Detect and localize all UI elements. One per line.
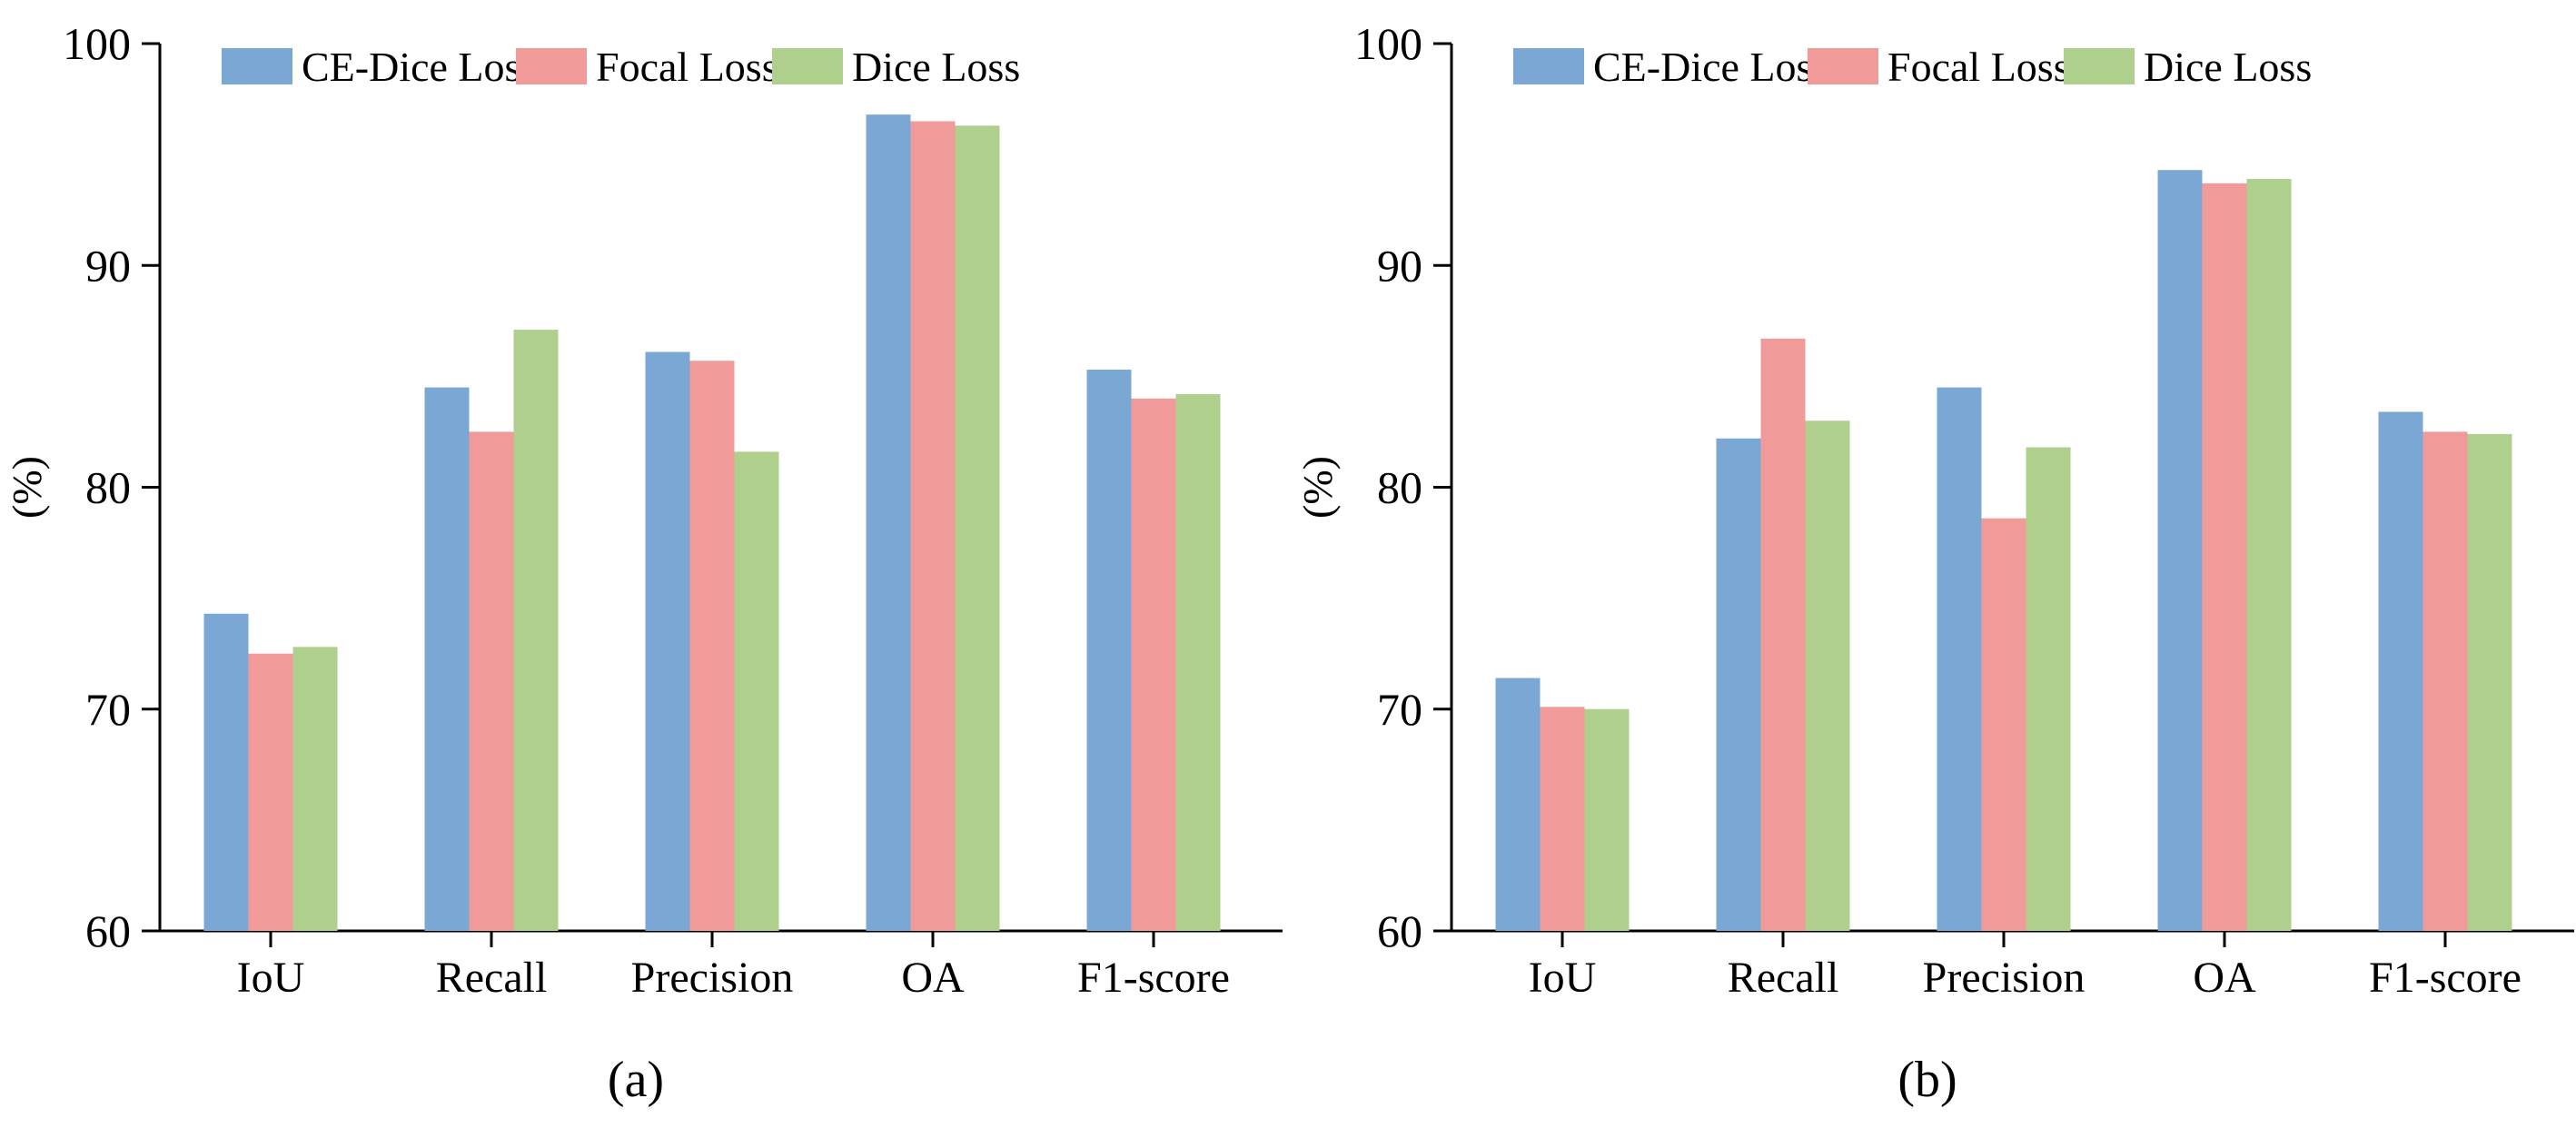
y-tick-label-a-80: 80 bbox=[85, 462, 131, 513]
category-label-b-precision: Precision bbox=[1923, 954, 2086, 1002]
y-tick-label-a-90: 90 bbox=[85, 240, 131, 291]
bar-b-ce-dice-loss-recall bbox=[1716, 438, 1761, 931]
legend-label-b-2: Dice Loss bbox=[2144, 44, 2312, 90]
bar-b-dice-loss-recall bbox=[1805, 421, 1850, 932]
bar-a-focal-loss-precision bbox=[689, 361, 735, 932]
bar-b-focal-loss-recall bbox=[1760, 338, 1806, 931]
category-label-a-f1-score: F1-score bbox=[1077, 954, 1230, 1002]
legend-blue-swatch-b bbox=[1513, 48, 1584, 84]
legend-pink-swatch-b bbox=[1808, 48, 1878, 84]
y-tick-label-b-80: 80 bbox=[1377, 462, 1422, 513]
bar-b-ce-dice-loss-iou bbox=[1495, 678, 1541, 931]
bar-b-ce-dice-loss-f1-score bbox=[2378, 411, 2423, 932]
bar-a-dice-loss-recall bbox=[513, 330, 559, 931]
bar-a-ce-dice-loss-f1-score bbox=[1086, 370, 1132, 931]
bar-a-dice-loss-precision bbox=[734, 451, 779, 931]
y-axis-title-b: (%) bbox=[1294, 456, 1341, 519]
bar-a-ce-dice-loss-precision bbox=[645, 351, 690, 931]
bar-b-dice-loss-precision bbox=[2026, 447, 2071, 931]
bar-b-focal-loss-iou bbox=[1540, 707, 1585, 931]
legend-blue-swatch-a bbox=[222, 48, 292, 84]
legend-label-a-2: Dice Loss bbox=[852, 44, 1020, 90]
bar-a-ce-dice-loss-iou bbox=[203, 613, 249, 931]
category-label-b-oa: OA bbox=[2193, 954, 2256, 1002]
y-tick-label-b-100: 100 bbox=[1354, 18, 1422, 69]
bar-b-focal-loss-oa bbox=[2202, 183, 2247, 931]
bar-b-dice-loss-iou bbox=[1584, 708, 1630, 931]
category-label-a-iou: IoU bbox=[237, 954, 305, 1002]
bar-b-dice-loss-f1-score bbox=[2467, 433, 2512, 931]
legend-green-swatch-b bbox=[2064, 48, 2135, 84]
bar-a-ce-dice-loss-recall bbox=[424, 387, 470, 931]
bar-a-focal-loss-iou bbox=[248, 653, 293, 931]
bar-b-focal-loss-f1-score bbox=[2422, 431, 2468, 931]
panel-caption-b: (b) bbox=[1897, 1052, 1957, 1108]
legend-pink-swatch-a bbox=[516, 48, 587, 84]
bar-a-focal-loss-f1-score bbox=[1131, 398, 1176, 931]
bar-b-ce-dice-loss-oa bbox=[2157, 170, 2203, 931]
legend-label-b-1: Focal Loss bbox=[1887, 44, 2070, 90]
bar-a-dice-loss-oa bbox=[955, 125, 1000, 931]
category-label-a-recall: Recall bbox=[436, 954, 548, 1002]
legend-label-b-0: CE-Dice Loss bbox=[1593, 44, 1828, 90]
bar-a-dice-loss-iou bbox=[292, 647, 338, 931]
category-label-b-iou: IoU bbox=[1529, 954, 1597, 1002]
legend-label-a-0: CE-Dice Loss bbox=[302, 44, 537, 90]
bar-a-dice-loss-f1-score bbox=[1175, 393, 1221, 931]
legend-label-a-1: Focal Loss bbox=[596, 44, 778, 90]
bar-b-dice-loss-oa bbox=[2246, 178, 2292, 931]
category-label-a-precision: Precision bbox=[631, 954, 794, 1002]
category-label-b-recall: Recall bbox=[1728, 954, 1839, 1002]
bar-b-focal-loss-precision bbox=[1981, 518, 2026, 931]
bar-a-focal-loss-oa bbox=[910, 121, 956, 932]
y-tick-label-a-100: 100 bbox=[63, 18, 131, 69]
y-tick-label-b-60: 60 bbox=[1377, 905, 1422, 956]
legend-green-swatch-a bbox=[772, 48, 843, 84]
y-tick-label-a-60: 60 bbox=[85, 905, 131, 956]
bar-a-ce-dice-loss-oa bbox=[866, 114, 911, 931]
y-tick-label-b-90: 90 bbox=[1377, 240, 1422, 291]
y-tick-label-b-70: 70 bbox=[1377, 684, 1422, 735]
y-axis-title-a: (%) bbox=[4, 456, 50, 519]
panel-b: 60 70 80 90 100 (%) IoU Recall Precision OA F1-sco… bbox=[1294, 18, 2574, 1108]
bar-b-ce-dice-loss-precision bbox=[1937, 387, 1982, 931]
category-label-b-f1-score: F1-score bbox=[2369, 954, 2522, 1002]
bar-a-focal-loss-recall bbox=[469, 431, 514, 931]
panel-a: 60 70 80 90 100 (%) IoU Recall Precision OA F1-sco… bbox=[4, 18, 1283, 1108]
panel-caption-a: (a) bbox=[608, 1052, 664, 1108]
y-tick-label-a-70: 70 bbox=[85, 684, 131, 735]
category-label-a-oa: OA bbox=[901, 954, 965, 1002]
